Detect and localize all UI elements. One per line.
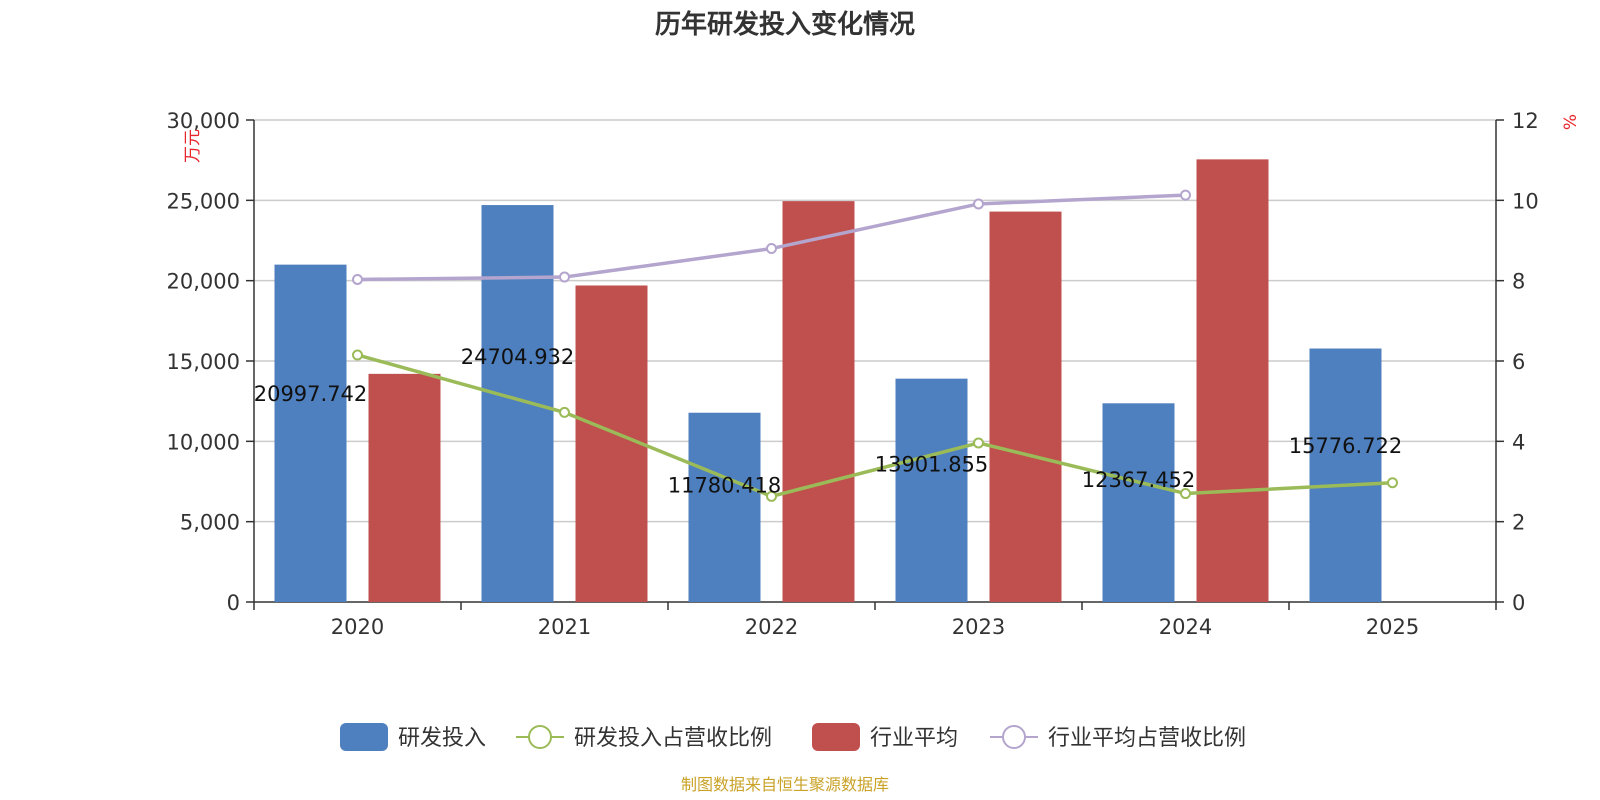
legend-label: 研发投入占营收比例	[574, 726, 772, 751]
y-left-unit-label: 万元	[183, 129, 203, 163]
lines	[352, 189, 1398, 502]
line-point	[973, 437, 984, 449]
bars	[274, 159, 1382, 603]
bar	[1309, 348, 1382, 602]
x-tick-label: 2021	[538, 615, 591, 639]
y-left-tick-label: 10,000	[167, 430, 240, 454]
bar	[481, 205, 554, 602]
source-note: 制图数据来自恒生聚源数据库	[681, 775, 889, 794]
x-tick-label: 2025	[1366, 615, 1419, 639]
y-right-tick-label: 12	[1512, 109, 1539, 133]
y-left-tick-label: 20,000	[167, 270, 240, 294]
legend-item: 研发投入占营收比例	[516, 725, 772, 751]
legend-item: 行业平均	[812, 723, 958, 751]
grid	[254, 119, 1496, 523]
line-point	[352, 273, 363, 285]
y-left-tick-label: 30,000	[167, 109, 240, 133]
legend-item: 研发投入	[340, 723, 486, 751]
line-point	[559, 406, 570, 418]
bar-data-label: 11780.418	[668, 474, 782, 498]
y-right-tick-label: 10	[1512, 189, 1539, 213]
y-right-tick-label: 4	[1512, 430, 1525, 454]
bar	[688, 412, 761, 602]
y-left-tick-label: 15,000	[167, 350, 240, 374]
bar	[368, 373, 441, 602]
legend-label: 行业平均	[870, 726, 958, 751]
bar-data-label: 20997.742	[254, 382, 368, 406]
legend-item: 行业平均占营收比例	[990, 725, 1246, 751]
legend-swatch	[340, 723, 388, 751]
y-right-tick-label: 2	[1512, 511, 1525, 535]
line-point	[352, 349, 363, 361]
line-point	[766, 490, 777, 502]
legend-swatch	[812, 723, 860, 751]
bar	[1196, 159, 1269, 602]
legend-label: 行业平均占营收比例	[1048, 726, 1246, 751]
y-right-tick-label: 8	[1512, 270, 1525, 294]
chart-title: 历年研发投入变化情况	[655, 9, 915, 40]
bar	[274, 264, 347, 602]
legend: 研发投入 研发投入占营收比例 行业平均 行业平均占营收比例	[340, 723, 1246, 751]
legend-swatch	[1002, 725, 1026, 749]
x-tick-label: 2024	[1159, 615, 1212, 639]
legend-label: 研发投入	[398, 726, 486, 751]
line-point	[973, 198, 984, 210]
bar-data-label: 15776.722	[1289, 434, 1403, 458]
y-right-tick-label: 6	[1512, 350, 1525, 374]
x-tick-label: 2022	[745, 615, 798, 639]
bar-data-label: 12367.452	[1082, 468, 1196, 492]
data-labels: 20997.742 24704.932 11780.418 13901.855 1236…	[254, 345, 1403, 498]
y-left-tick-label: 0	[227, 591, 240, 615]
bar	[782, 201, 855, 603]
y-left-tick-label: 5,000	[180, 511, 240, 535]
bar	[1102, 403, 1175, 602]
bar	[895, 378, 968, 602]
y-left-tick-label: 25,000	[167, 189, 240, 213]
line-point	[766, 243, 777, 255]
bar	[989, 211, 1062, 602]
x-tick-label: 2020	[331, 615, 384, 639]
line-point	[1387, 477, 1398, 489]
series-line	[357, 353, 1393, 499]
y-right-tick-label: 0	[1512, 591, 1525, 615]
bar-data-label: 13901.855	[875, 453, 989, 477]
line-point	[1180, 189, 1191, 201]
y-right-unit-label: %	[1561, 114, 1581, 130]
legend-swatch	[528, 725, 552, 749]
line-point	[559, 271, 570, 283]
line-point	[1180, 488, 1191, 500]
bar-data-label: 24704.932	[461, 345, 575, 369]
axes: 0 5,000 10,000 15,000 20,000 25,000 30,000 0 2 4 6…	[167, 109, 1581, 639]
bar	[575, 285, 648, 602]
x-tick-label: 2023	[952, 615, 1005, 639]
